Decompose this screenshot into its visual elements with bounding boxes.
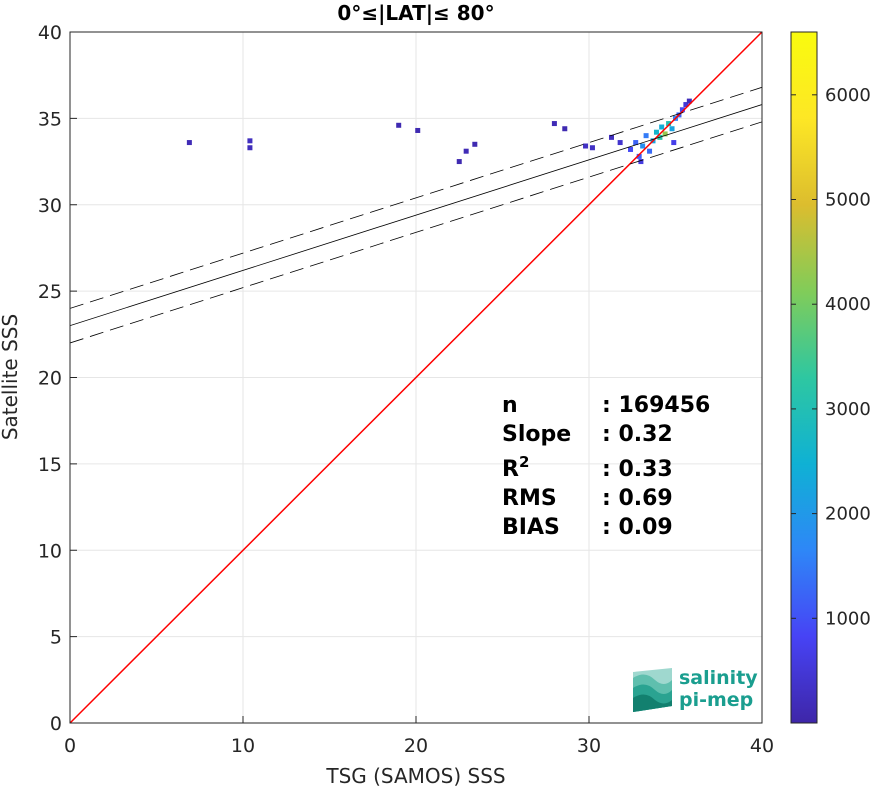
x-tick-label-1: 10 bbox=[231, 735, 255, 757]
colorbar-tick-label-0: 1000 bbox=[825, 608, 871, 629]
density-cell-14 bbox=[628, 146, 634, 152]
y-axis-ticks: 0 5 10 15 20 25 30 35 40 bbox=[38, 22, 77, 735]
logo-line-1: salinity bbox=[679, 667, 758, 689]
density-cell-11 bbox=[589, 145, 595, 151]
density-cell-19 bbox=[647, 148, 653, 154]
wave-stack-icon bbox=[633, 668, 672, 712]
x-tick-label-4: 40 bbox=[750, 735, 774, 757]
density-cell-21 bbox=[653, 129, 659, 135]
x-tick-label-2: 20 bbox=[404, 735, 428, 757]
y-tick-label-5: 25 bbox=[38, 281, 62, 303]
colorbar-tick-label-3: 4000 bbox=[825, 294, 871, 315]
density-cell-1 bbox=[247, 138, 253, 144]
y-tick-label-2: 10 bbox=[38, 540, 62, 562]
density-cell-3 bbox=[396, 122, 402, 128]
x-tick-label-3: 30 bbox=[577, 735, 601, 757]
stat-label-1: Slope bbox=[502, 422, 571, 447]
density-cell-15 bbox=[633, 140, 639, 146]
stat-value-4: : 0.09 bbox=[602, 515, 673, 540]
density-cell-25 bbox=[666, 121, 672, 127]
regression-lines bbox=[70, 32, 762, 723]
x-tick-label-0: 0 bbox=[64, 735, 76, 757]
density-cell-6 bbox=[463, 148, 469, 154]
density-cell-16 bbox=[636, 153, 642, 159]
density-cell-12 bbox=[608, 134, 614, 140]
stat-label-0: n bbox=[502, 393, 518, 418]
density-cell-29 bbox=[679, 107, 685, 113]
stat-value-1: : 0.32 bbox=[602, 422, 673, 447]
colorbar-tick-label-4: 5000 bbox=[825, 190, 871, 211]
density-cell-23 bbox=[659, 124, 665, 130]
density-cell-18 bbox=[643, 133, 649, 139]
density-cell-9 bbox=[562, 126, 568, 132]
colorbar-ticks: 1000 2000 3000 4000 5000 6000 bbox=[791, 85, 871, 629]
logo-line-2: pi-mep bbox=[679, 689, 753, 711]
y-tick-label-0: 0 bbox=[50, 713, 62, 735]
y-tick-label-4: 20 bbox=[38, 368, 62, 390]
y-tick-label-3: 15 bbox=[38, 454, 62, 476]
stat-label-3: RMS bbox=[502, 486, 557, 511]
y-tick-label-6: 30 bbox=[38, 195, 62, 217]
density-cell-26 bbox=[669, 126, 675, 132]
density-cell-0 bbox=[186, 140, 192, 146]
one-to-one-line bbox=[70, 32, 762, 723]
lower-bound-line bbox=[70, 121, 762, 344]
chart-title: 0°≤|LAT|≤ 80° bbox=[337, 1, 494, 25]
x-axis-ticks: 0 10 20 30 40 bbox=[64, 716, 774, 757]
stat-value-3: : 0.69 bbox=[602, 486, 673, 511]
density-cell-8 bbox=[551, 121, 557, 127]
density-cell-4 bbox=[415, 127, 421, 133]
colorbar bbox=[790, 31, 818, 724]
stat-value-2: : 0.33 bbox=[602, 457, 673, 482]
salinity-pi-mep-logo: salinity pi-mep bbox=[633, 667, 758, 712]
y-tick-label-7: 35 bbox=[38, 108, 62, 130]
density-cell-31 bbox=[686, 98, 692, 104]
density-cell-33 bbox=[671, 140, 677, 146]
density-cell-2 bbox=[247, 145, 253, 151]
x-axis-label: TSG (SAMOS) SSS bbox=[325, 764, 505, 788]
density-cell-17 bbox=[640, 143, 646, 149]
density-cell-30 bbox=[683, 102, 689, 108]
density-cell-10 bbox=[583, 143, 589, 149]
y-tick-label-8: 40 bbox=[38, 22, 62, 44]
colorbar-tick-label-5: 6000 bbox=[825, 85, 871, 106]
colorbar-tick-label-1: 2000 bbox=[825, 504, 871, 525]
density-cell-13 bbox=[617, 140, 623, 146]
density-cell-32 bbox=[638, 159, 644, 165]
stat-label-4: BIAS bbox=[502, 515, 560, 540]
density-cell-24 bbox=[662, 131, 668, 137]
y-tick-label-1: 5 bbox=[50, 627, 62, 649]
stat-value-0: : 169456 bbox=[602, 393, 710, 418]
y-axis-label: Satellite SSS bbox=[0, 314, 22, 440]
density-cell-5 bbox=[456, 159, 462, 165]
fit-line bbox=[70, 104, 762, 327]
density-cell-7 bbox=[472, 141, 478, 147]
colorbar-tick-label-2: 3000 bbox=[825, 399, 871, 420]
upper-bound-line bbox=[70, 86, 762, 309]
